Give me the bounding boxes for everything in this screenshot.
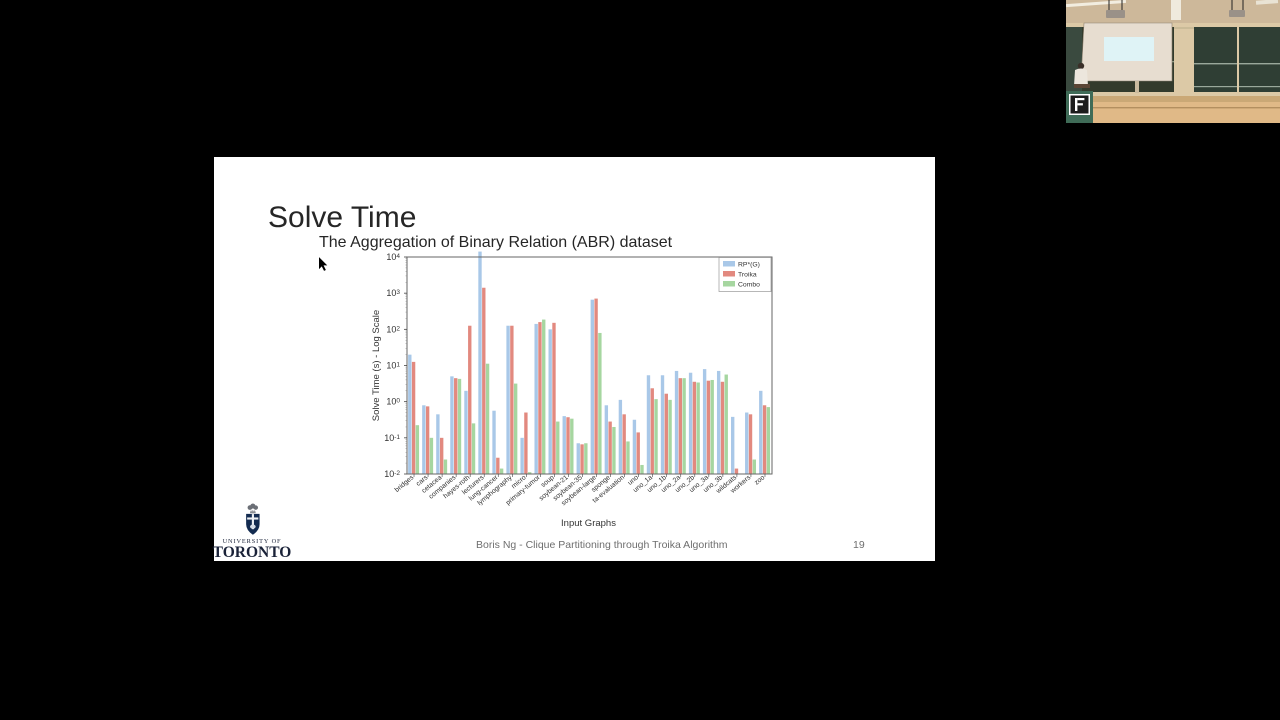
svg-text:104: 104 (386, 252, 400, 262)
svg-text:10-1: 10-1 (384, 433, 400, 443)
svg-text:101: 101 (386, 361, 400, 371)
svg-text:Combo: Combo (738, 282, 760, 289)
svg-text:RP*(G): RP*(G) (738, 262, 760, 269)
svg-text:102: 102 (386, 324, 400, 334)
svg-text:Troika: Troika (738, 272, 757, 279)
svg-text:Solve Time (s) - Log Scale: Solve Time (s) - Log Scale (371, 310, 382, 421)
svg-text:10-2: 10-2 (384, 469, 400, 479)
svg-text:100: 100 (386, 397, 400, 407)
svg-text:103: 103 (386, 288, 400, 298)
svg-text:Input Graphs: Input Graphs (561, 518, 616, 529)
svg-text:zoo: zoo (753, 474, 766, 487)
svg-text:bridges: bridges (394, 474, 416, 494)
